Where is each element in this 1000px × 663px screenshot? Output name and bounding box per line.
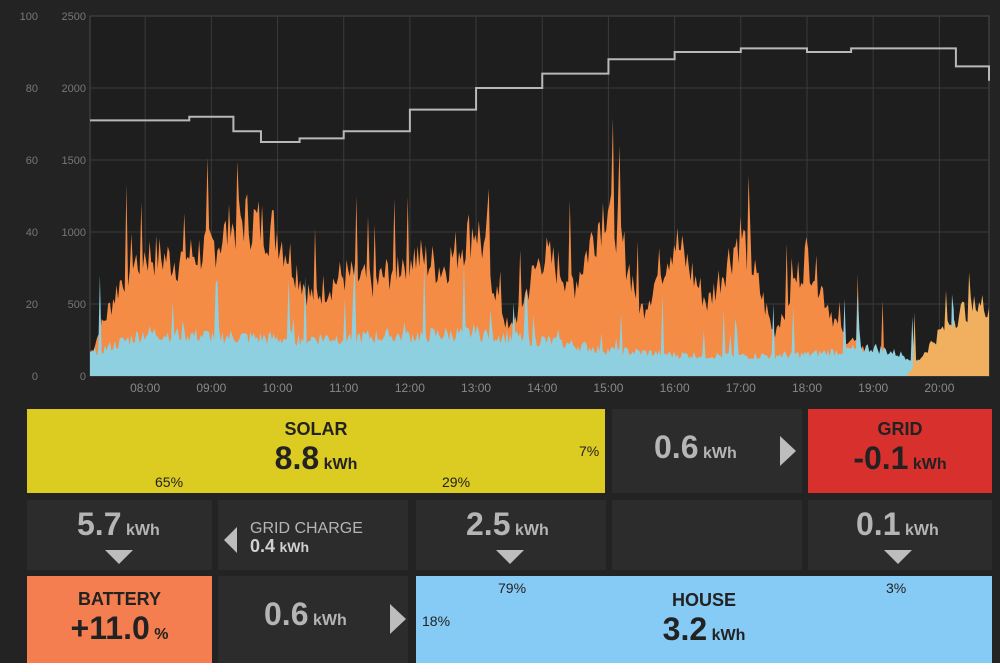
arrow-down-icon [496, 550, 524, 564]
grid-tile[interactable]: GRID -0.1 kWh [808, 409, 992, 493]
y-left-tick-label: 20 [26, 299, 38, 311]
solar-to-house-value: 2.5 [466, 506, 511, 542]
solar-label: SOLAR [284, 419, 348, 439]
solar-value: 8.8 [274, 440, 320, 476]
x-tick-label: 17:00 [726, 381, 756, 395]
y-left-tick-label: 0 [32, 371, 38, 383]
grid-label: GRID [877, 419, 923, 439]
x-tick-label: 12:00 [395, 381, 425, 395]
solar-to-house-flow: 2.5 kWh [416, 500, 606, 570]
x-tick-label: 11:00 [329, 381, 358, 395]
y-left-tick-label: 40 [26, 227, 38, 239]
solar-to-battery-percent: 65% [155, 474, 184, 490]
solar-to-grid-flow: 0.6 kWh [612, 409, 802, 493]
arrow-down-icon [884, 550, 912, 564]
arrow-right-icon [780, 436, 796, 466]
x-tick-label: 09:00 [196, 381, 226, 395]
battery-tile[interactable]: BATTERY +11.0 % [27, 576, 212, 663]
solar-to-grid-value: 0.6 [654, 429, 699, 465]
solar-to-grid-unit: kWh [702, 445, 737, 462]
y-right-tick-label: 500 [68, 299, 86, 311]
y-left-tick-label: 80 [26, 83, 38, 95]
x-tick-label: 19:00 [858, 381, 888, 395]
solar-unit: kWh [323, 456, 358, 473]
x-tick-label: 20:00 [924, 381, 954, 395]
solar-to-grid-percent: 7% [579, 443, 600, 459]
x-tick-label: 13:00 [461, 381, 491, 395]
house-unit: kWh [711, 626, 746, 644]
x-tick-label: 14:00 [527, 381, 557, 395]
solar-to-battery-unit: kWh [125, 522, 160, 539]
x-tick-label: 15:00 [593, 381, 623, 395]
y-left-tick-label: 60 [26, 155, 38, 167]
y-right-tick-label: 2500 [62, 11, 86, 23]
grid-charge-unit: kWh [279, 539, 310, 555]
arrow-left-icon [224, 527, 237, 553]
house-from-solar-percent: 79% [498, 580, 527, 596]
grid-to-house-unit: kWh [904, 522, 939, 539]
house-from-battery-percent: 18% [422, 613, 451, 629]
y-right-tick-label: 0 [80, 371, 86, 383]
x-tick-label: 16:00 [660, 381, 690, 395]
grid-charge-flow: GRID CHARGE 0.4 kWh [218, 500, 408, 570]
house-area [90, 263, 989, 376]
solar-to-house-percent: 29% [442, 474, 471, 490]
y-left-tick-label: 100 [20, 11, 38, 23]
grid-charge-value: 0.4 [250, 536, 276, 556]
x-tick-label: 18:00 [792, 381, 822, 395]
grid-value: -0.1 [853, 440, 909, 476]
y-right-tick-label: 2000 [62, 83, 86, 95]
empty-tile [612, 500, 802, 570]
house-value: 3.2 [662, 610, 708, 647]
battery-label: BATTERY [78, 588, 161, 609]
battery-unit: % [154, 625, 169, 643]
x-tick-label: 08:00 [130, 381, 160, 395]
solar-to-battery-value: 5.7 [77, 506, 122, 542]
battery-to-house-unit: kWh [312, 612, 347, 629]
y-right-tick-label: 1000 [62, 227, 86, 239]
grid-charge-label: GRID CHARGE [250, 520, 363, 537]
x-tick-label: 10:00 [263, 381, 293, 395]
battery-charge-area [906, 272, 989, 376]
house-from-grid-percent: 3% [886, 580, 907, 596]
grid-to-house-value: 0.1 [856, 506, 901, 542]
arrow-right-icon [390, 604, 406, 634]
house-label: HOUSE [671, 589, 736, 610]
arrow-down-icon [105, 550, 133, 564]
battery-to-house-flow: 0.6 kWh [218, 576, 408, 663]
grid-unit: kWh [912, 456, 947, 473]
battery-to-house-value: 0.6 [264, 596, 309, 632]
y-right-tick-label: 1500 [62, 155, 86, 167]
solar-area [90, 118, 989, 376]
battery-soc-line [90, 47, 990, 143]
grid-to-house-flow: 0.1 kWh [808, 500, 992, 570]
house-tile[interactable]: HOUSE 3.2 kWh 79% 3% 18% [416, 576, 992, 663]
solar-to-house-unit: kWh [514, 522, 549, 539]
solar-to-battery-flow: 5.7 kWh [27, 500, 212, 570]
battery-value: +11.0 [70, 609, 150, 646]
solar-tile[interactable]: SOLAR 8.8 kWh 65% 29% 7% [27, 409, 605, 493]
